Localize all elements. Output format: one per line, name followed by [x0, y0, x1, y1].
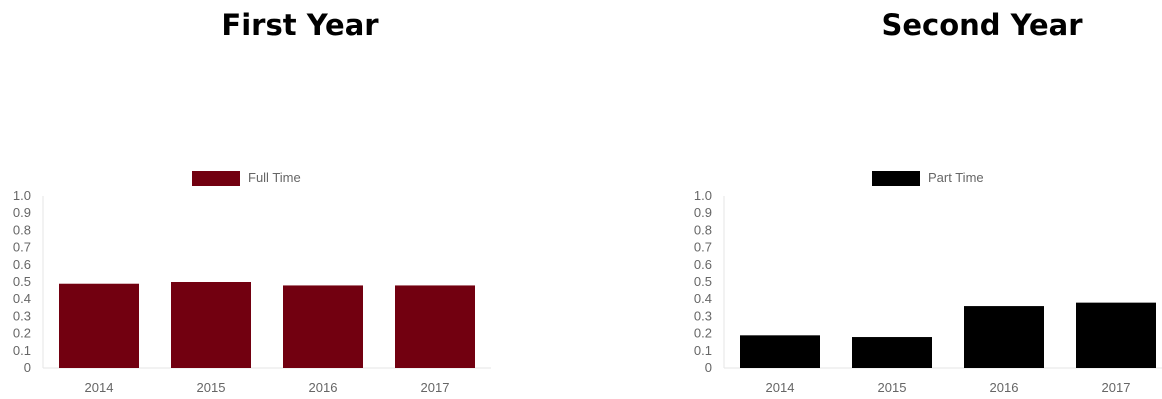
- y-tick-label: 0.5: [694, 274, 712, 289]
- x-tick-label: 2016: [990, 380, 1019, 395]
- y-tick-label: 0.5: [13, 274, 31, 289]
- panel-title-second-year: Second Year: [881, 8, 1083, 42]
- y-tick-label: 0.7: [13, 240, 31, 255]
- bar-2014: [740, 335, 820, 368]
- y-tick-label: 0.7: [694, 240, 712, 255]
- y-tick-label: 0.8: [13, 222, 31, 237]
- bar-2015: [171, 282, 251, 368]
- legend: Full Time: [192, 170, 301, 186]
- bar-2014: [59, 283, 139, 368]
- y-tick-label: 0.1: [13, 343, 31, 358]
- panel-title-first-year: First Year: [221, 8, 379, 42]
- y-tick-label: 0.4: [13, 291, 31, 306]
- y-tick-label: 0.4: [694, 291, 712, 306]
- bar-2015: [852, 337, 932, 368]
- y-tick-label: 0.9: [13, 205, 31, 220]
- x-tick-label: 2015: [878, 380, 907, 395]
- full-time-bar-chart: 0 0.1 0.2 0.3 0.4 0.5 0.6 0.7 0.8 0.9 1.0 2014 2015 2…: [13, 170, 491, 395]
- y-tick-label: 0.1: [694, 343, 712, 358]
- legend-swatch: [872, 171, 920, 186]
- y-tick-label: 0.9: [694, 205, 712, 220]
- legend-swatch: [192, 171, 240, 186]
- y-tick-label: 1.0: [13, 188, 31, 203]
- legend-label: Full Time: [248, 170, 301, 185]
- part-time-bar-chart: 0 0.1 0.2 0.3 0.4 0.5 0.6 0.7 0.8 0.9 1.0 2014 2015 2…: [694, 170, 1162, 395]
- y-tick-label: 0: [705, 360, 712, 375]
- y-tick-label: 0.2: [13, 326, 31, 341]
- x-tick-label: 2017: [1102, 380, 1131, 395]
- second-year-panel: Second Year 0 0.1 0.2 0.3 0.4 0.5 0.6 0.7 0.8 0.9…: [600, 0, 1162, 399]
- y-tick-label: 0.6: [13, 257, 31, 272]
- x-tick-label: 2014: [85, 380, 114, 395]
- y-tick-label: 0.3: [13, 308, 31, 323]
- legend: Part Time: [872, 170, 984, 186]
- y-tick-label: 0.3: [694, 308, 712, 323]
- bar-2017: [1076, 302, 1156, 368]
- first-year-panel: First Year 0 0.1 0.2 0.3 0.4 0.5 0.6 0.7 0.8 0.9 1…: [13, 8, 491, 395]
- bar-2016: [964, 306, 1044, 368]
- bar-2016: [283, 285, 363, 368]
- y-tick-label: 0.6: [694, 257, 712, 272]
- y-tick-label: 0.2: [694, 326, 712, 341]
- bar-2017: [395, 285, 475, 368]
- y-tick-label: 1.0: [694, 188, 712, 203]
- x-tick-label: 2016: [309, 380, 338, 395]
- x-tick-label: 2015: [197, 380, 226, 395]
- x-tick-label: 2017: [421, 380, 450, 395]
- y-tick-label: 0: [24, 360, 31, 375]
- x-tick-label: 2014: [766, 380, 795, 395]
- legend-label: Part Time: [928, 170, 984, 185]
- y-tick-label: 0.8: [694, 222, 712, 237]
